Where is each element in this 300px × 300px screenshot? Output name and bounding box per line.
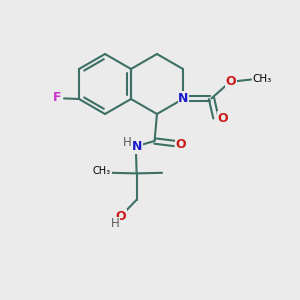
Text: H: H (123, 136, 132, 149)
Text: H: H (111, 217, 119, 230)
Text: O: O (116, 209, 126, 223)
Text: O: O (217, 112, 228, 125)
Text: N: N (132, 140, 142, 154)
Text: O: O (175, 137, 186, 151)
Text: O: O (225, 75, 236, 88)
Text: N: N (178, 92, 189, 105)
Text: CH₃: CH₃ (253, 74, 272, 84)
Text: F: F (52, 91, 61, 104)
Text: CH₃: CH₃ (93, 166, 111, 176)
